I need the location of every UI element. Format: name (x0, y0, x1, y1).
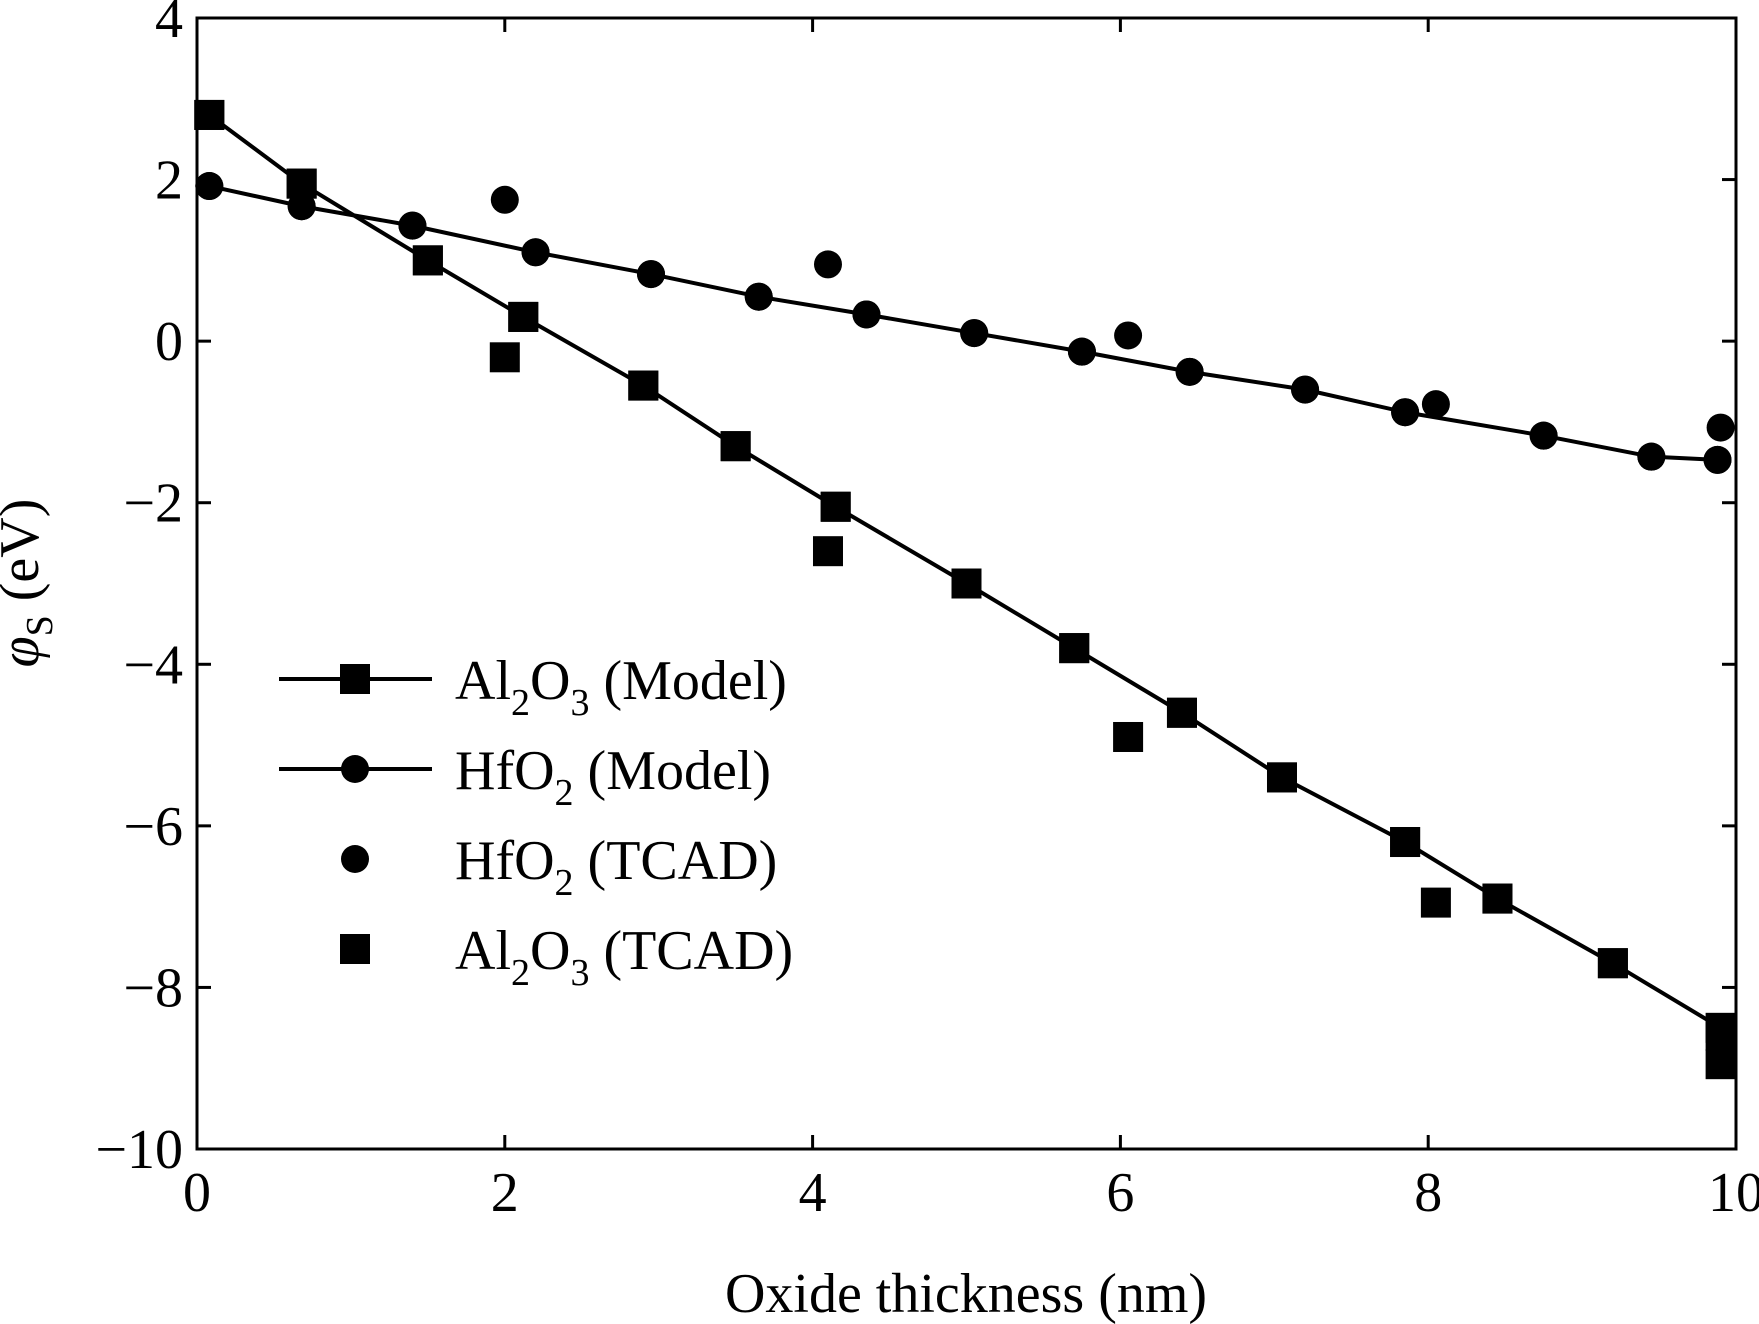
y-axis-subscript: S (19, 615, 61, 636)
data-point-square (1266, 762, 1297, 793)
data-point-square (508, 301, 539, 332)
data-point-circle (1114, 321, 1143, 350)
data-point-circle (960, 319, 989, 348)
legend-label: HfO2 (Model) (455, 740, 771, 814)
x-axis-title: Oxide thickness (nm) (725, 1263, 1207, 1324)
legend-marker-square (340, 934, 370, 964)
data-point-square (951, 568, 982, 599)
data-point-square (1705, 1020, 1736, 1051)
data-point-circle (1175, 357, 1204, 386)
y-tick-label: 2 (155, 150, 183, 212)
data-point-circle (1637, 442, 1666, 471)
data-point-square (1390, 827, 1421, 858)
svg-text:φS (eV): φS (eV) (0, 499, 61, 668)
y-axis-title: φS (eV) (0, 499, 61, 668)
series-3 (194, 99, 1736, 1080)
data-point-circle (1706, 413, 1735, 442)
data-point-square (1420, 887, 1451, 918)
data-point-square (1482, 883, 1513, 914)
data-point-circle (852, 300, 881, 329)
data-point-square (720, 431, 751, 462)
legend-marker-circle (341, 845, 369, 873)
legend-label: Al2O3 (Model) (455, 650, 787, 724)
data-point-square (412, 245, 443, 276)
y-tick-label: 4 (155, 0, 183, 50)
y-axis-symbol: φ (0, 636, 51, 667)
data-point-square (820, 491, 851, 522)
data-point-circle (1291, 375, 1320, 404)
series-layer (194, 99, 1736, 1080)
data-point-circle (490, 185, 519, 214)
legend-entry: HfO2 (Model) (279, 740, 771, 814)
series-2 (195, 172, 1735, 474)
data-point-square (489, 342, 520, 373)
data-point-square (628, 370, 659, 401)
x-tick-label: 10 (1708, 1162, 1759, 1224)
legend: Al2O3 (Model) HfO2 (Model) HfO2 (TCAD) Al2O… (279, 650, 793, 994)
data-point-circle (637, 260, 666, 289)
data-point-square (1113, 721, 1144, 752)
legend-entry: HfO2 (TCAD) (341, 830, 777, 904)
data-point-circle (813, 250, 842, 279)
data-point-circle (195, 172, 224, 201)
data-point-circle (1703, 445, 1732, 474)
data-point-circle (744, 282, 773, 311)
y-tick-label: −6 (123, 796, 183, 858)
data-point-square (1166, 697, 1197, 728)
data-point-circle (1421, 390, 1450, 419)
plot-frame (195, 16, 1738, 1151)
legend-label: Al2O3 (TCAD) (455, 920, 793, 994)
data-point-circle (398, 211, 427, 240)
y-tick-label: −10 (95, 1119, 183, 1181)
series-line (208, 184, 1718, 462)
data-point-square (1705, 1049, 1736, 1080)
y-tick-label: 0 (155, 311, 183, 373)
series-1 (195, 172, 1732, 474)
x-tick-label: 2 (491, 1162, 519, 1224)
legend-label: HfO2 (TCAD) (455, 830, 777, 904)
data-point-square (1597, 948, 1628, 979)
x-tick-label: 4 (799, 1162, 827, 1224)
axis-ticks: 0 2 4 6 8 10 −10 −8 −6 −4 −2 0 2 4 (95, 0, 1759, 1224)
y-tick-label: −8 (123, 957, 183, 1019)
data-point-square (812, 536, 843, 567)
data-point-square (1059, 633, 1090, 664)
data-point-circle (1067, 337, 1096, 366)
data-point-circle (287, 192, 316, 221)
legend-entry: Al2O3 (Model) (279, 650, 787, 724)
data-point-circle (521, 238, 550, 267)
data-point-circle (1391, 398, 1420, 427)
data-point-square (286, 168, 317, 199)
data-point-circle (1529, 421, 1558, 450)
y-tick-label: −4 (123, 634, 183, 696)
data-point-square (194, 99, 225, 130)
x-tick-label: 8 (1414, 1162, 1442, 1224)
legend-entry: Al2O3 (TCAD) (340, 920, 793, 994)
legend-marker-square (340, 664, 370, 694)
legend-marker-circle (341, 755, 369, 783)
x-tick-label: 0 (183, 1162, 211, 1224)
x-tick-label: 6 (1106, 1162, 1134, 1224)
y-axis-unit: (eV) (0, 499, 51, 602)
y-tick-label: −2 (123, 473, 183, 535)
